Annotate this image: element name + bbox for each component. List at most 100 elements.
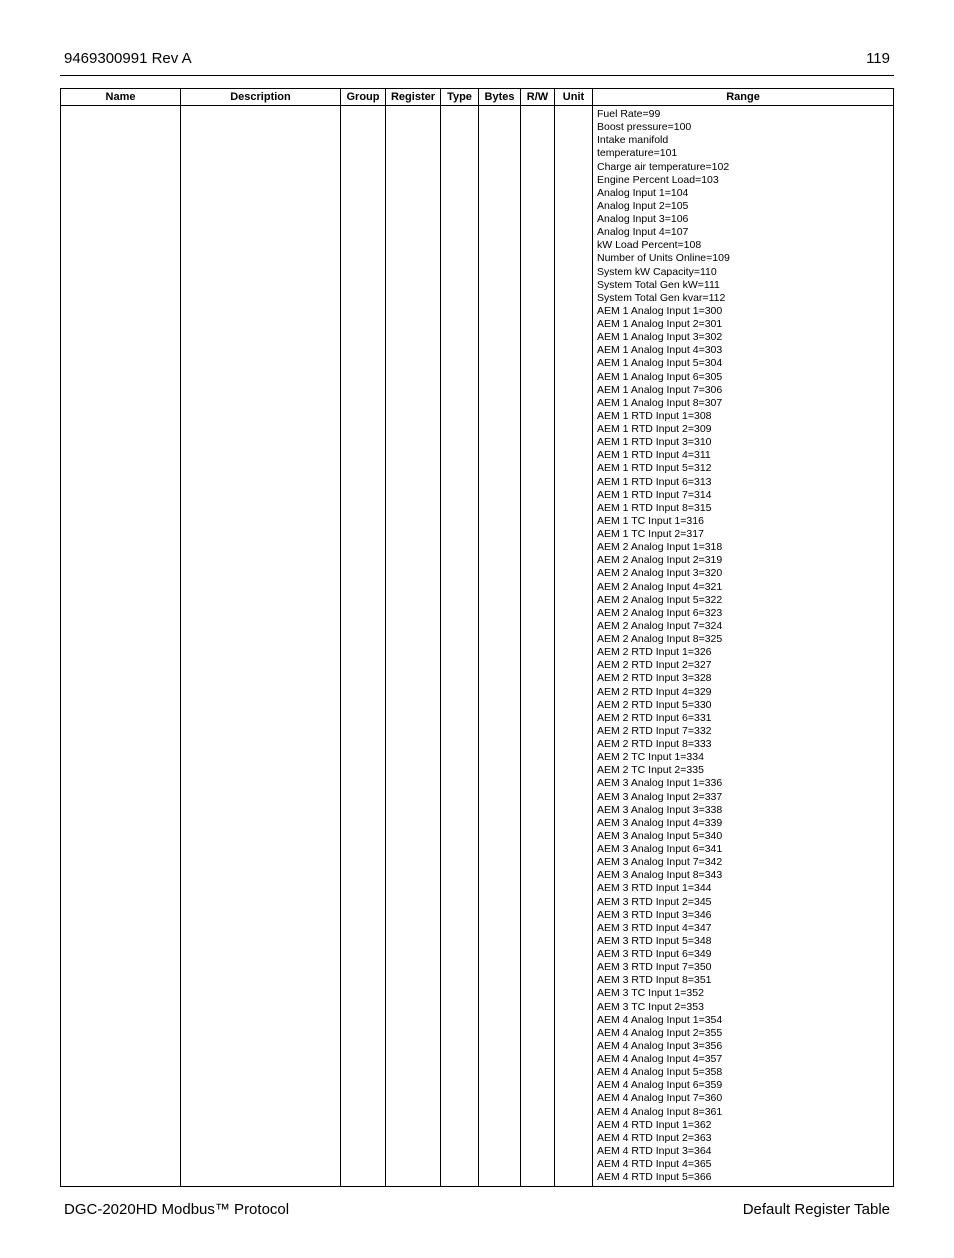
range-entry: AEM 3 RTD Input 3=346	[597, 909, 889, 922]
range-entry: AEM 1 RTD Input 5=312	[597, 462, 889, 475]
range-entry: AEM 4 RTD Input 3=364	[597, 1145, 889, 1158]
range-entry: AEM 1 Analog Input 5=304	[597, 357, 889, 370]
range-entry: System kW Capacity=110	[597, 266, 889, 279]
range-entry: Fuel Rate=99	[597, 108, 889, 121]
cell-desc	[181, 106, 341, 1187]
range-entry: AEM 2 Analog Input 8=325	[597, 633, 889, 646]
range-entry: AEM 4 Analog Input 2=355	[597, 1027, 889, 1040]
range-entry: Analog Input 2=105	[597, 200, 889, 213]
page-header: 9469300991 Rev A 119	[60, 50, 894, 67]
range-entry: AEM 2 RTD Input 2=327	[597, 659, 889, 672]
range-entry: temperature=101	[597, 147, 889, 160]
range-entry: AEM 1 Analog Input 8=307	[597, 397, 889, 410]
range-entry: AEM 4 RTD Input 1=362	[597, 1119, 889, 1132]
range-entry: Analog Input 3=106	[597, 213, 889, 226]
range-entry: AEM 1 Analog Input 6=305	[597, 371, 889, 384]
range-entry: AEM 3 Analog Input 1=336	[597, 777, 889, 790]
col-bytes: Bytes	[479, 89, 521, 106]
range-entry: Boost pressure=100	[597, 121, 889, 134]
doc-ref: 9469300991 Rev A	[64, 50, 192, 67]
table-row: Fuel Rate=99Boost pressure=100Intake man…	[61, 106, 894, 1187]
cell-bytes	[479, 106, 521, 1187]
cell-group	[341, 106, 386, 1187]
range-entry: AEM 1 TC Input 2=317	[597, 528, 889, 541]
col-register: Register	[386, 89, 441, 106]
range-entry: AEM 2 TC Input 2=335	[597, 764, 889, 777]
range-entry: AEM 3 RTD Input 6=349	[597, 948, 889, 961]
range-entry: AEM 4 Analog Input 3=356	[597, 1040, 889, 1053]
range-entry: AEM 1 Analog Input 3=302	[597, 331, 889, 344]
range-entry: AEM 4 Analog Input 7=360	[597, 1092, 889, 1105]
range-entry: System Total Gen kW=111	[597, 279, 889, 292]
range-entry: AEM 2 Analog Input 3=320	[597, 567, 889, 580]
range-entry: AEM 1 RTD Input 4=311	[597, 449, 889, 462]
range-entry: AEM 3 Analog Input 5=340	[597, 830, 889, 843]
range-entry: AEM 3 RTD Input 2=345	[597, 896, 889, 909]
range-entry: AEM 4 RTD Input 2=363	[597, 1132, 889, 1145]
range-entry: AEM 3 Analog Input 2=337	[597, 791, 889, 804]
cell-type	[441, 106, 479, 1187]
table-header-row: Name Description Group Register Type Byt…	[61, 89, 894, 106]
range-entry: AEM 1 RTD Input 6=313	[597, 476, 889, 489]
col-rw: R/W	[521, 89, 555, 106]
range-entry: Engine Percent Load=103	[597, 174, 889, 187]
range-entry: AEM 2 Analog Input 7=324	[597, 620, 889, 633]
cell-name	[61, 106, 181, 1187]
register-table: Name Description Group Register Type Byt…	[60, 88, 894, 1187]
range-entry: AEM 1 Analog Input 7=306	[597, 384, 889, 397]
col-range: Range	[593, 89, 894, 106]
range-entry: kW Load Percent=108	[597, 239, 889, 252]
range-entry: AEM 3 RTD Input 4=347	[597, 922, 889, 935]
range-entry: AEM 4 RTD Input 5=366	[597, 1171, 889, 1184]
footer-left: DGC-2020HD Modbus™ Protocol	[64, 1201, 289, 1218]
range-entry: AEM 1 Analog Input 2=301	[597, 318, 889, 331]
cell-unit	[555, 106, 593, 1187]
range-entry: AEM 2 RTD Input 3=328	[597, 672, 889, 685]
range-entry: AEM 1 RTD Input 2=309	[597, 423, 889, 436]
range-entry: AEM 3 Analog Input 8=343	[597, 869, 889, 882]
range-entry: AEM 1 Analog Input 4=303	[597, 344, 889, 357]
cell-rw	[521, 106, 555, 1187]
range-entry: AEM 3 RTD Input 7=350	[597, 961, 889, 974]
range-entry: AEM 1 RTD Input 1=308	[597, 410, 889, 423]
range-entry: AEM 2 RTD Input 1=326	[597, 646, 889, 659]
footer-right: Default Register Table	[743, 1201, 890, 1218]
col-unit: Unit	[555, 89, 593, 106]
range-entry: AEM 4 RTD Input 4=365	[597, 1158, 889, 1171]
range-entry: AEM 1 RTD Input 7=314	[597, 489, 889, 502]
range-entry: AEM 2 Analog Input 4=321	[597, 581, 889, 594]
range-entry: AEM 2 Analog Input 1=318	[597, 541, 889, 554]
range-entry: AEM 4 Analog Input 1=354	[597, 1014, 889, 1027]
range-entry: AEM 2 Analog Input 6=323	[597, 607, 889, 620]
range-entry: AEM 4 Analog Input 8=361	[597, 1106, 889, 1119]
page-footer: DGC-2020HD Modbus™ Protocol Default Regi…	[60, 1201, 894, 1218]
range-entry: AEM 3 Analog Input 6=341	[597, 843, 889, 856]
range-entry: Analog Input 4=107	[597, 226, 889, 239]
page: 9469300991 Rev A 119 Name Description Gr…	[0, 0, 954, 1258]
range-entry: AEM 2 TC Input 1=334	[597, 751, 889, 764]
page-number: 119	[866, 50, 890, 67]
range-entry: Charge air temperature=102	[597, 161, 889, 174]
cell-range: Fuel Rate=99Boost pressure=100Intake man…	[593, 106, 894, 1187]
range-entry: AEM 1 TC Input 1=316	[597, 515, 889, 528]
range-entry: AEM 2 Analog Input 2=319	[597, 554, 889, 567]
range-entry: AEM 3 Analog Input 4=339	[597, 817, 889, 830]
range-entry: Intake manifold	[597, 134, 889, 147]
range-entry: AEM 4 Analog Input 5=358	[597, 1066, 889, 1079]
range-entry: AEM 1 RTD Input 8=315	[597, 502, 889, 515]
range-entry: AEM 2 RTD Input 7=332	[597, 725, 889, 738]
range-entry: AEM 3 Analog Input 3=338	[597, 804, 889, 817]
range-entry: System Total Gen kvar=112	[597, 292, 889, 305]
col-name: Name	[61, 89, 181, 106]
range-entry: Number of Units Online=109	[597, 252, 889, 265]
header-rule	[60, 75, 894, 76]
range-entry: AEM 1 Analog Input 1=300	[597, 305, 889, 318]
range-entry: AEM 2 RTD Input 6=331	[597, 712, 889, 725]
cell-register	[386, 106, 441, 1187]
range-entry: AEM 4 Analog Input 6=359	[597, 1079, 889, 1092]
col-group: Group	[341, 89, 386, 106]
range-entry: AEM 3 RTD Input 1=344	[597, 882, 889, 895]
col-type: Type	[441, 89, 479, 106]
range-entry: AEM 3 TC Input 1=352	[597, 987, 889, 1000]
range-entry: AEM 3 RTD Input 8=351	[597, 974, 889, 987]
